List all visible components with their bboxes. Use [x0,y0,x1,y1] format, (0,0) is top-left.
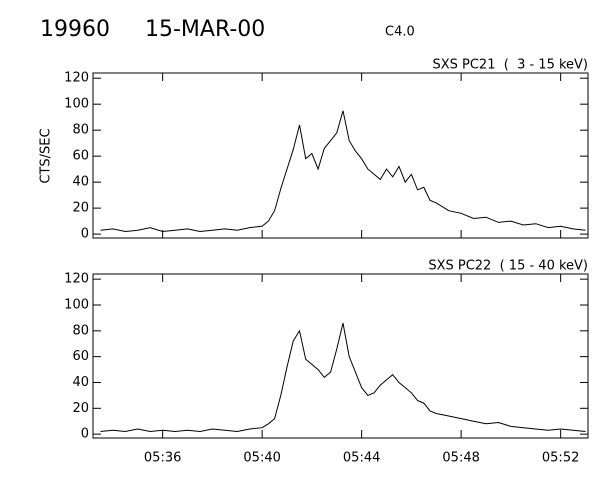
y-tick-label: 80 [72,123,89,138]
panel-label: SXS PC21 ( 3 - 15 keV) [432,58,588,73]
y-tick-label: 80 [72,323,89,338]
y-tick-label: 60 [72,349,89,364]
x-tick-label: 05:36 [144,451,181,466]
y-tick-label: 40 [72,175,89,190]
y-tick-label: 0 [81,227,89,242]
x-tick-label: 05:40 [243,451,280,466]
y-tick-label: 100 [64,97,89,112]
y-tick-label: 60 [72,149,89,164]
x-tick-label: 05:52 [542,451,579,466]
y-tick-label: 120 [64,272,89,287]
subtitle: 15-MAR-00 [145,17,265,42]
plot-frame [92,273,589,439]
data-line [100,110,586,233]
panel-label: SXS PC22 ( 15 - 40 keV) [428,259,588,274]
y-tick-label: 120 [64,71,89,86]
y-tick-label: 20 [72,401,89,416]
title: 19960 [40,17,110,42]
y-tick-label: 0 [81,427,89,442]
plot-frame [92,72,589,239]
annotation: C4.0 [385,25,415,40]
y-tick-label: 20 [72,201,89,216]
x-tick-label: 05:44 [343,451,380,466]
y-tick-label: 100 [64,297,89,312]
data-line [100,322,586,433]
y-axis-label: CTS/SEC [39,128,54,183]
x-tick-label: 05:48 [442,451,479,466]
y-tick-label: 40 [72,375,89,390]
